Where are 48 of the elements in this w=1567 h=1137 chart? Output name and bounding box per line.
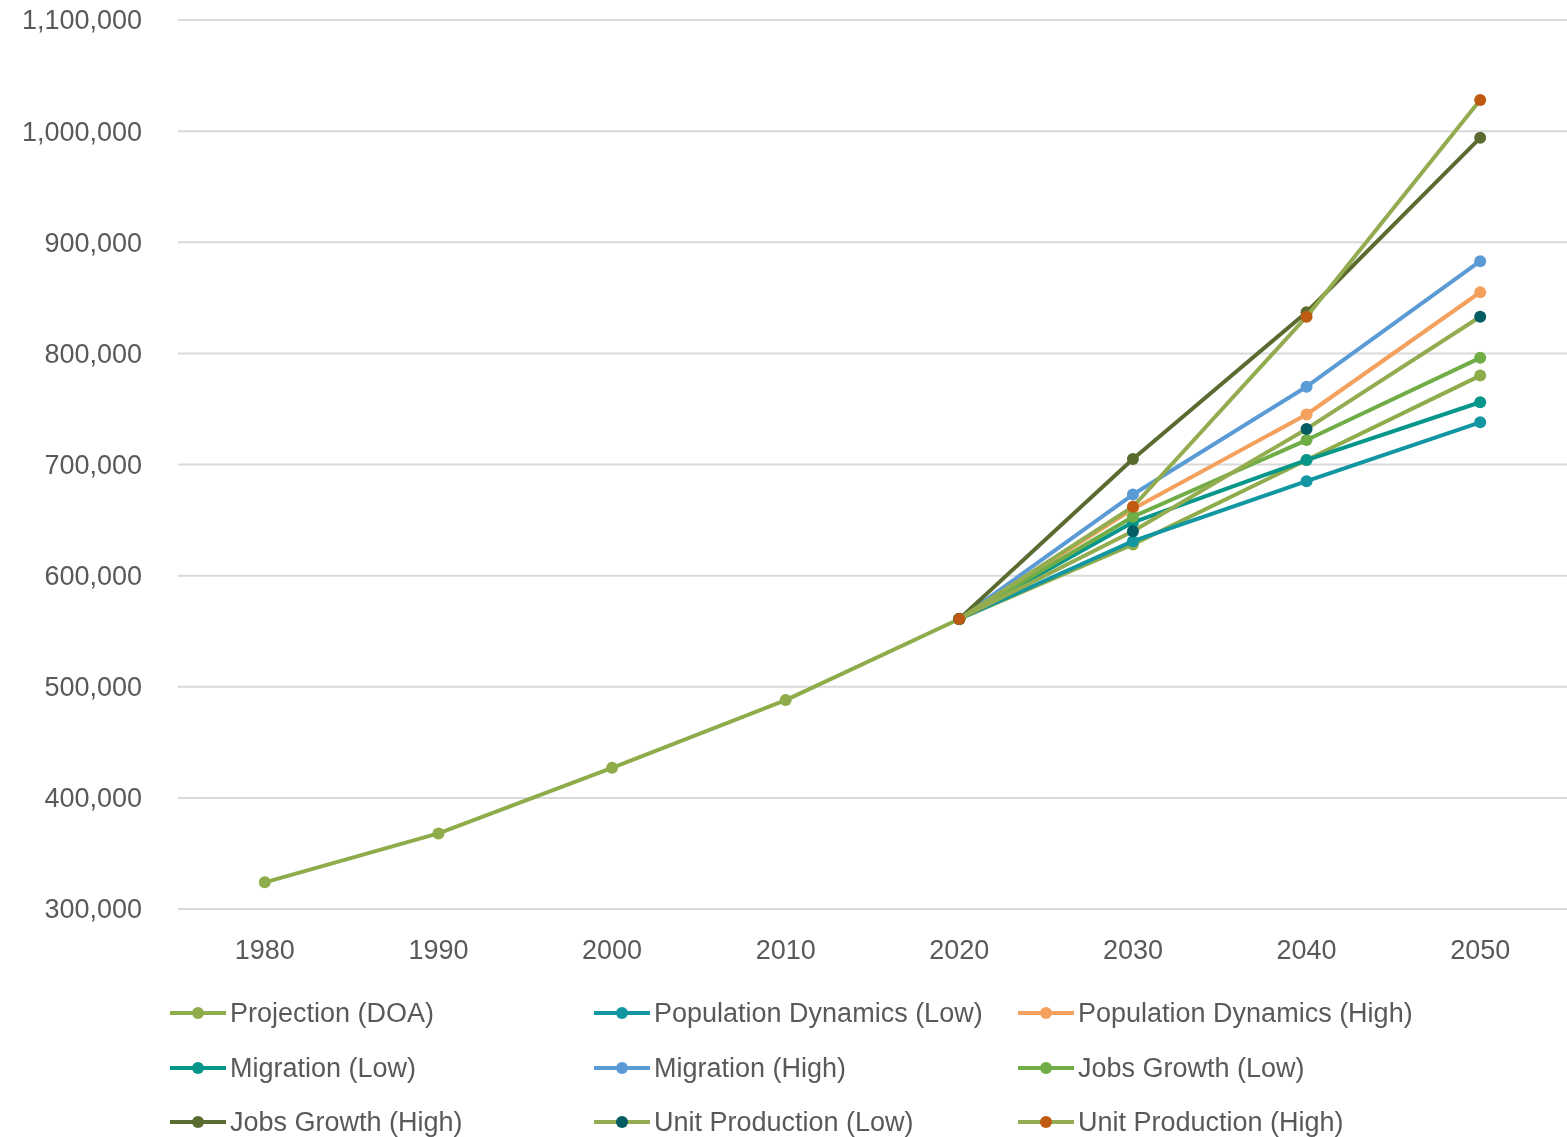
legend-label: Jobs Growth (Low): [1078, 1053, 1305, 1084]
point: [258, 876, 271, 889]
point: [1300, 380, 1313, 393]
legend-label: Unit Production (High): [1078, 1107, 1344, 1137]
legend-label: Projection (DOA): [230, 998, 435, 1029]
point: [1474, 131, 1487, 144]
point: [606, 761, 619, 774]
x-tick-label: 2010: [755, 935, 816, 966]
point: [1474, 351, 1487, 364]
point: [1300, 434, 1313, 447]
point: [1474, 416, 1487, 429]
legend-label: Population Dynamics (High): [1078, 998, 1413, 1029]
y-tick-label: 1,000,000: [21, 116, 142, 147]
point: [1126, 488, 1139, 501]
legend-label: Migration (Low): [230, 1053, 417, 1084]
point: [1126, 525, 1139, 538]
y-tick-label: 400,000: [44, 783, 142, 814]
point: [1474, 255, 1487, 268]
point: [1300, 310, 1313, 323]
point: [432, 827, 445, 840]
point: [1126, 452, 1139, 465]
point: [1474, 94, 1487, 107]
x-tick-label: 1980: [234, 935, 295, 966]
point: [779, 694, 792, 707]
y-tick-label: 800,000: [44, 338, 142, 369]
point: [1474, 369, 1487, 382]
x-tick-label: 2040: [1276, 935, 1337, 966]
y-tick-label: 900,000: [44, 227, 142, 258]
point: [1300, 408, 1313, 421]
x-tick-label: 2030: [1102, 935, 1163, 966]
y-tick-label: 1,100,000: [21, 5, 142, 36]
point: [1474, 396, 1487, 409]
x-tick-label: 2000: [582, 935, 643, 966]
point: [1300, 422, 1313, 435]
legend-label: Unit Production (Low): [654, 1107, 914, 1137]
legend-label: Population Dynamics (Low): [654, 998, 983, 1029]
point: [1474, 310, 1487, 323]
x-tick-label: 2020: [929, 935, 990, 966]
y-tick-label: 600,000: [44, 561, 142, 592]
legend-label: Jobs Growth (High): [230, 1107, 463, 1137]
y-tick-label: 500,000: [44, 672, 142, 703]
point: [1300, 475, 1313, 488]
point: [1474, 286, 1487, 299]
y-tick-label: 700,000: [44, 449, 142, 480]
x-tick-label: 1990: [408, 935, 469, 966]
x-tick-label: 2050: [1450, 935, 1511, 966]
y-tick-label: 300,000: [44, 894, 142, 925]
legend-label: Migration (High): [654, 1053, 847, 1084]
